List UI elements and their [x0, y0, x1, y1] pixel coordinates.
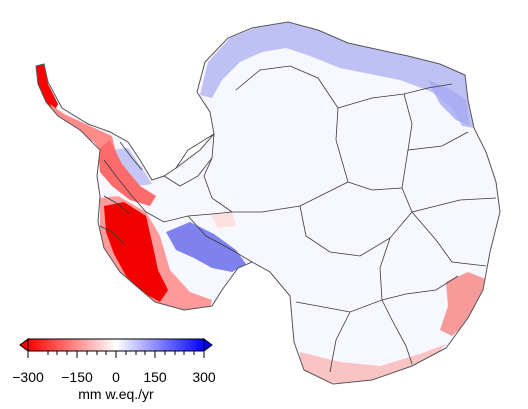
colorbar-ticks — [27, 351, 205, 358]
victoria-coast-negative — [300, 344, 446, 384]
peninsula-base-negative — [98, 140, 156, 206]
peninsula-tip-negative — [36, 64, 58, 112]
east-coast-positive — [428, 80, 470, 126]
colorbar-units-label: mm w.eq./yr — [78, 386, 154, 402]
colorbar-max-extend-arrow — [203, 338, 213, 352]
wilkes-coast-negative — [440, 272, 488, 336]
colorbar-min-extend-arrow — [19, 338, 29, 352]
dronning-maud-coast-positive — [200, 22, 474, 128]
coastline — [35, 21, 501, 385]
colorbar-tick-label: 150 — [143, 369, 167, 385]
ellsworth-positive — [166, 222, 246, 272]
peninsula-west-negative — [50, 104, 116, 158]
amundsen-core-negative — [104, 202, 168, 302]
colorbar-tick-label: −300 — [12, 369, 44, 385]
basin-boundaries — [99, 65, 497, 373]
colorbar-gradient — [27, 338, 205, 352]
colorbar-tick-label: 300 — [192, 369, 216, 385]
colorbar-tick-label: −150 — [61, 369, 93, 385]
peninsula-north-positive — [112, 148, 152, 186]
land-mass — [35, 21, 501, 385]
colorbar — [19, 338, 213, 358]
colorbar-tick-label: 0 — [112, 369, 120, 385]
ross-sector-negative — [210, 212, 236, 228]
